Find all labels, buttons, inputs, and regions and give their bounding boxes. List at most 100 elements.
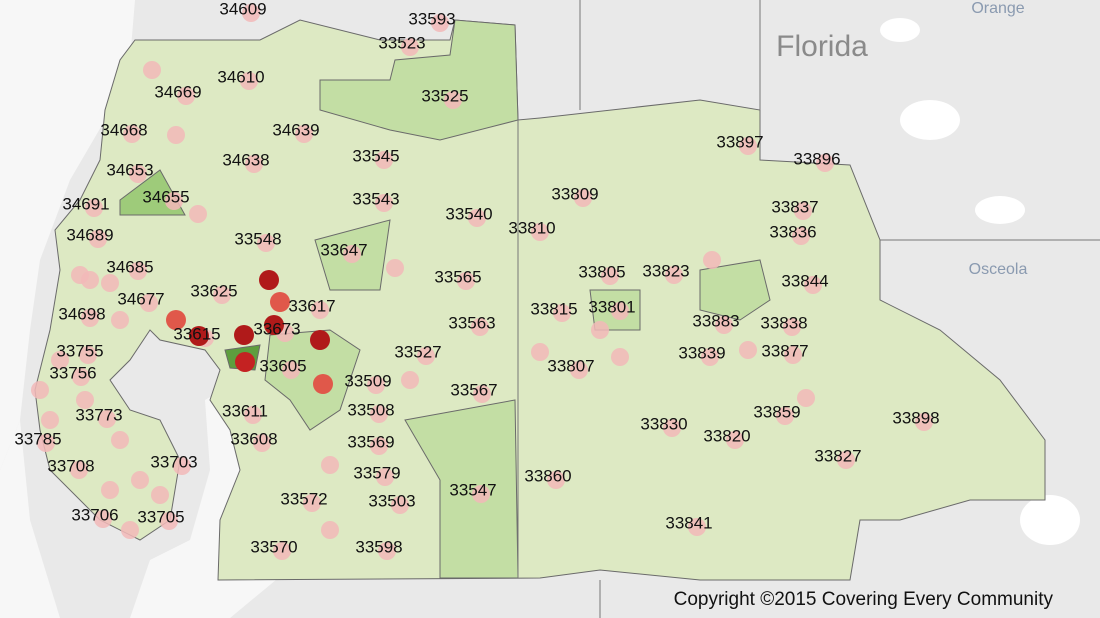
marker bbox=[378, 542, 396, 560]
zip-label: 33598 bbox=[355, 537, 402, 556]
zip-label: 33608 bbox=[230, 429, 277, 448]
marker bbox=[101, 481, 119, 499]
county-label: Orange bbox=[971, 0, 1024, 17]
state-label: Florida bbox=[776, 30, 868, 63]
zip-label: 33809 bbox=[551, 184, 598, 203]
marker bbox=[240, 72, 258, 90]
zip-label: 33844 bbox=[781, 271, 828, 290]
marker bbox=[51, 351, 69, 369]
marker bbox=[688, 518, 706, 536]
marker bbox=[783, 318, 801, 336]
marker bbox=[257, 234, 275, 252]
marker bbox=[431, 14, 449, 32]
marker bbox=[253, 434, 271, 452]
marker bbox=[468, 209, 486, 227]
zip-label: 34689 bbox=[66, 225, 113, 244]
marker bbox=[70, 461, 88, 479]
marker bbox=[76, 391, 94, 409]
zip-label: 33611 bbox=[222, 401, 268, 420]
marker bbox=[37, 434, 55, 452]
marker bbox=[547, 471, 565, 489]
marker bbox=[471, 318, 489, 336]
marker bbox=[375, 151, 393, 169]
zip-label: 33807 bbox=[547, 356, 594, 375]
zip-label: 34638 bbox=[222, 150, 269, 169]
gulf bbox=[0, 0, 135, 470]
zip-label: 33503 bbox=[368, 491, 415, 510]
zip-label: 33543 bbox=[352, 189, 399, 208]
zip-label: 33837 bbox=[771, 197, 818, 216]
marker bbox=[94, 510, 112, 528]
zip-labels: 34609 33593 33523 34610 34669 33525 34668 34639… bbox=[14, 0, 939, 556]
marker bbox=[166, 310, 186, 330]
marker bbox=[177, 87, 195, 105]
marker bbox=[85, 199, 103, 217]
marker bbox=[213, 286, 231, 304]
zip-label: 34698 bbox=[58, 304, 105, 323]
zip-label: 33548 bbox=[234, 229, 281, 248]
marker bbox=[473, 385, 491, 403]
marker bbox=[98, 410, 116, 428]
marker bbox=[703, 251, 721, 269]
marker bbox=[816, 154, 834, 172]
marker bbox=[245, 155, 263, 173]
marker bbox=[611, 302, 629, 320]
marker bbox=[601, 267, 619, 285]
marker bbox=[611, 348, 629, 366]
marker bbox=[81, 271, 99, 289]
marker bbox=[386, 259, 404, 277]
marker bbox=[160, 512, 178, 530]
zip-label: 34668 bbox=[100, 120, 147, 139]
zip-label: 33755 bbox=[56, 341, 103, 360]
marker bbox=[234, 325, 254, 345]
zip-label: 34691 bbox=[62, 194, 109, 213]
marker bbox=[235, 352, 255, 372]
zip-label: 33896 bbox=[793, 149, 840, 168]
marker bbox=[417, 347, 435, 365]
marker bbox=[321, 521, 339, 539]
zip-label: 33805 bbox=[578, 262, 625, 281]
marker bbox=[726, 431, 744, 449]
marker bbox=[444, 91, 462, 109]
lakes bbox=[880, 18, 1080, 545]
marker bbox=[244, 406, 262, 424]
marker bbox=[457, 272, 475, 290]
marker bbox=[376, 468, 394, 486]
zip-label: 33617 bbox=[288, 296, 335, 315]
marker bbox=[270, 292, 290, 312]
marker bbox=[531, 343, 549, 361]
zip-label: 33572 bbox=[280, 489, 327, 508]
marker bbox=[310, 330, 330, 350]
marker bbox=[739, 137, 757, 155]
marker bbox=[264, 315, 284, 335]
marker bbox=[472, 485, 490, 503]
zip-label: 33883 bbox=[692, 311, 739, 330]
zip-label: 33836 bbox=[769, 222, 816, 241]
marker bbox=[81, 309, 99, 327]
marker bbox=[715, 316, 733, 334]
marker bbox=[313, 374, 333, 394]
marker bbox=[273, 542, 291, 560]
zip-label: 34610 bbox=[217, 67, 264, 86]
zip-label: 33830 bbox=[640, 414, 687, 433]
lake bbox=[1020, 495, 1080, 545]
zip-label: 33565 bbox=[434, 267, 481, 286]
zip-label: 33810 bbox=[508, 218, 555, 237]
gulf bbox=[0, 420, 60, 618]
marker bbox=[570, 361, 588, 379]
marker bbox=[531, 223, 549, 241]
marker bbox=[295, 125, 313, 143]
zip-label: 34669 bbox=[154, 82, 201, 101]
zip-label: 33615 bbox=[173, 324, 220, 343]
zip-area bbox=[404, 399, 519, 579]
zip-label: 33815 bbox=[530, 299, 577, 318]
zip-label: 33705 bbox=[137, 507, 184, 526]
marker bbox=[804, 276, 822, 294]
marker bbox=[574, 189, 592, 207]
marker bbox=[370, 437, 388, 455]
county-label: Osceola bbox=[969, 261, 1028, 278]
zip-label: 33563 bbox=[448, 313, 495, 332]
marker bbox=[41, 411, 59, 429]
marker bbox=[665, 266, 683, 284]
marker bbox=[591, 321, 609, 339]
